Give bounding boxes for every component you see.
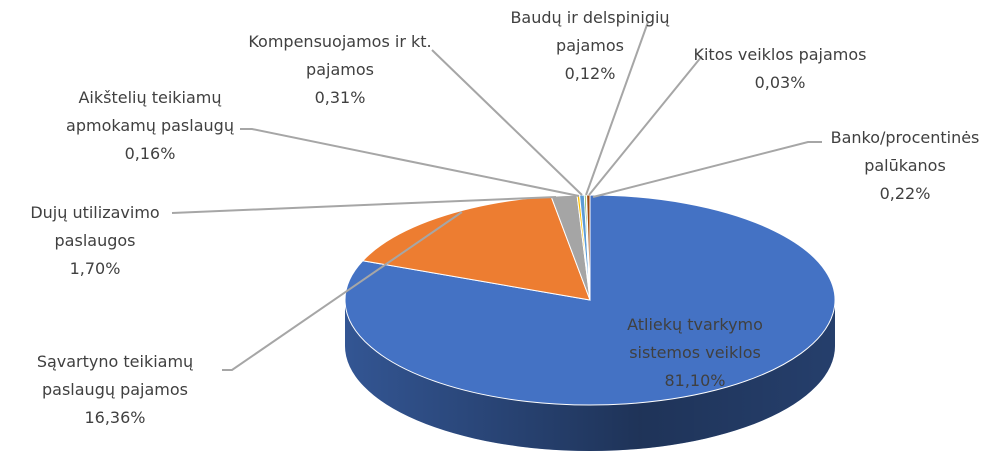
category-name: Banko/procentinės palūkanos <box>830 128 980 175</box>
leader-line <box>431 49 583 196</box>
slice-label: Kitos veiklos pajamos 0,03% <box>660 41 900 97</box>
leader-line <box>222 211 463 371</box>
value-label: 0,12% <box>564 64 616 83</box>
leader-line <box>592 141 822 198</box>
value-label: 0,31% <box>314 88 366 107</box>
category-name: Kitos veiklos pajamos <box>693 45 867 64</box>
category-name: Sąvartyno teikiamų paslaugų pajamos <box>36 352 194 399</box>
slice-label: Atliekų tvarkymo sistemos veiklos 81,10% <box>610 311 780 395</box>
leader-line <box>240 128 580 197</box>
slice-label: Aikštelių teikiamų apmokamų paslaugų 0,16… <box>50 84 250 168</box>
leader-line <box>171 196 557 214</box>
category-name: Baudų ir delspinigių pajamos <box>510 8 670 55</box>
value-label: 16,36% <box>84 408 146 427</box>
leader-line <box>588 55 703 196</box>
value-label: 0,16% <box>124 144 176 163</box>
pie-sides <box>345 300 835 451</box>
value-label: 81,10% <box>664 371 726 390</box>
slice-label: Sąvartyno teikiamų paslaugų pajamos 16,36… <box>5 348 225 432</box>
slice-label: Dujų utilizavimo paslaugos 1,70% <box>5 199 185 283</box>
category-name: Aikštelių teikiamų apmokamų paslaugų <box>66 88 234 135</box>
value-label: 1,70% <box>69 259 121 278</box>
leader-line <box>585 21 649 196</box>
pie-tops <box>344 194 836 406</box>
value-label: 0,03% <box>754 73 806 92</box>
leader-lines <box>171 21 822 371</box>
value-label: 0,22% <box>879 184 931 203</box>
slice-label: Banko/procentinės palūkanos 0,22% <box>815 124 995 208</box>
category-name: Dujų utilizavimo paslaugos <box>30 203 160 250</box>
slice-label: Baudų ir delspinigių pajamos 0,12% <box>490 4 690 88</box>
category-name: Kompensuojamos ir kt. pajamos <box>248 32 432 79</box>
slice-label: Kompensuojamos ir kt. pajamos 0,31% <box>245 28 435 112</box>
side-shade <box>345 300 835 451</box>
category-name: Atliekų tvarkymo sistemos veiklos <box>627 315 763 362</box>
